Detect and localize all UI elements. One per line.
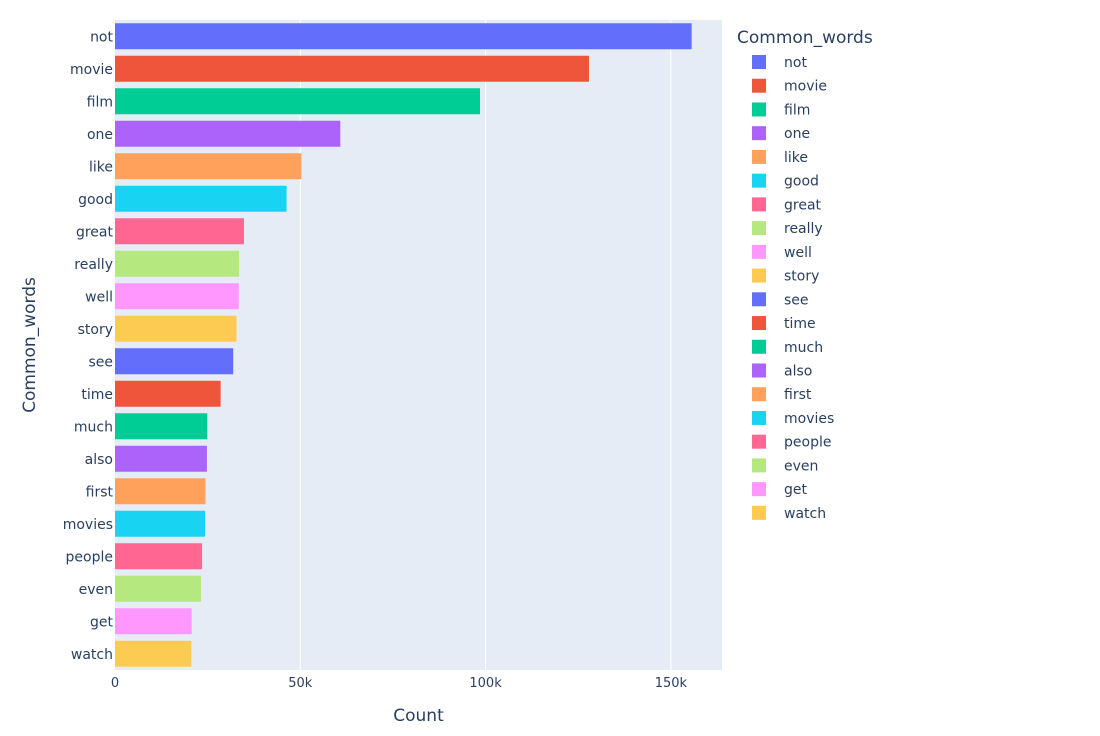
y-tick-label: movie: [70, 62, 113, 78]
y-tick-label: really: [74, 257, 113, 273]
legend-swatch: [752, 55, 766, 69]
y-tick-label: like: [89, 159, 113, 175]
x-tick-labels: 0 50k 100k 150k: [111, 676, 688, 691]
legend-item-label: story: [784, 269, 819, 285]
legend-item-label: movie: [784, 79, 827, 95]
x-tick-label: 50k: [288, 676, 313, 691]
bar-watch: [115, 640, 192, 667]
x-tick-label: 100k: [469, 676, 502, 691]
y-tick-labels: not movie film one like good great really well st…: [63, 29, 114, 663]
legend-item-label: film: [784, 102, 810, 118]
legend-swatch: [752, 434, 766, 449]
legend-title: Common_words: [737, 28, 873, 48]
bar-film: [115, 88, 481, 115]
bar-also: [115, 445, 207, 472]
bar-see: [115, 348, 234, 375]
bar-story: [115, 315, 237, 342]
legend-item-label: movies: [784, 411, 834, 427]
legend-swatch: [752, 244, 766, 259]
legend-item-label: like: [784, 150, 808, 166]
legend-item-label: one: [784, 126, 810, 142]
legend-item-label: watch: [784, 506, 826, 522]
y-tick-label: time: [81, 387, 113, 403]
y-axis-title: Common_words: [20, 277, 40, 413]
y-tick-label: also: [85, 452, 113, 468]
y-tick-label: well: [85, 289, 113, 305]
bar-like: [115, 153, 302, 180]
legend: not movie film one like good great really well st…: [752, 55, 834, 522]
legend-item-label: also: [784, 363, 812, 379]
legend-item-label: great: [784, 197, 822, 213]
legend-item-label: people: [784, 435, 831, 451]
bar-not: [115, 23, 692, 50]
legend-swatch: [752, 505, 766, 520]
y-tick-label: watch: [71, 647, 113, 663]
legend-swatch: [752, 410, 766, 425]
legend-item-label: see: [784, 292, 809, 308]
y-tick-label: one: [87, 127, 113, 143]
y-tick-label: much: [74, 419, 113, 435]
legend-swatch: [752, 197, 766, 212]
bar-people: [115, 543, 203, 570]
bar-great: [115, 218, 244, 245]
bar-get: [115, 608, 192, 635]
bar-good: [115, 185, 287, 212]
legend-item-label: good: [784, 174, 819, 190]
y-tick-label: great: [76, 224, 114, 240]
y-tick-label: film: [87, 94, 113, 110]
legend-item-label: not: [784, 55, 807, 71]
y-tick-label: not: [90, 29, 113, 45]
legend-item-label: time: [784, 316, 816, 332]
y-tick-label: story: [78, 322, 113, 338]
bar-really: [115, 250, 240, 277]
y-tick-label: see: [88, 354, 113, 370]
bar-well: [115, 283, 239, 310]
legend-swatch: [752, 268, 766, 283]
plot-background: [115, 20, 722, 670]
y-tick-label: movies: [63, 517, 113, 533]
legend-swatch: [752, 78, 766, 93]
y-tick-label: first: [86, 484, 114, 500]
y-tick-label: people: [66, 549, 113, 565]
legend-swatch: [752, 292, 766, 307]
legend-swatch: [752, 221, 766, 236]
legend-item-label: really: [784, 221, 823, 237]
bar-movie: [115, 55, 589, 82]
x-tick-label: 150k: [655, 676, 688, 691]
legend-swatch: [752, 173, 766, 188]
x-axis-title: Count: [393, 706, 444, 726]
y-tick-label: good: [78, 192, 113, 208]
bar-even: [115, 575, 201, 602]
legend-swatch: [752, 339, 766, 354]
bars: [115, 23, 692, 667]
bar-movies: [115, 510, 206, 537]
legend-item-label: first: [784, 387, 812, 403]
legend-item-label: well: [784, 245, 812, 261]
legend-swatch: [752, 482, 766, 497]
legend-swatch: [752, 316, 766, 331]
legend-item-label: get: [784, 482, 808, 498]
legend-swatch: [752, 363, 766, 378]
legend-swatch: [752, 126, 766, 141]
legend-swatch: [752, 149, 766, 164]
y-tick-label: get: [90, 614, 114, 630]
legend-item-label: much: [784, 340, 823, 356]
bar-much: [115, 413, 208, 440]
legend-swatch: [752, 458, 766, 473]
legend-swatch: [752, 102, 766, 117]
bar-first: [115, 478, 206, 505]
x-tick-label: 0: [111, 676, 119, 691]
legend-swatch: [752, 387, 766, 402]
bar-time: [115, 380, 221, 407]
legend-item-label: even: [784, 458, 818, 474]
bar-one: [115, 120, 341, 147]
y-tick-label: even: [79, 582, 113, 598]
